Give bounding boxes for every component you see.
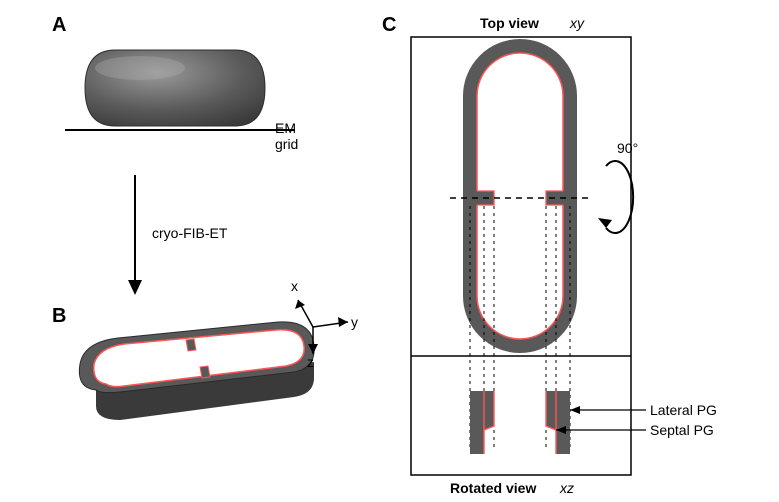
septal-pg-label: Septal PG <box>650 422 714 438</box>
rotated-view-label: Rotated view <box>450 480 536 496</box>
axis-x: x <box>291 278 298 294</box>
axis-z: z <box>307 354 314 370</box>
xz-label: xz <box>560 480 574 496</box>
panel-label-c: C <box>382 14 396 37</box>
top-view-label: Top view <box>480 15 539 31</box>
rotation-label: 90° <box>617 140 638 156</box>
grid-label: grid <box>275 136 298 152</box>
process-arrow <box>115 170 155 300</box>
arrow-text: cryo-FIB-ET <box>152 225 227 241</box>
em-label: EM <box>275 120 296 136</box>
axis-y: y <box>351 314 358 330</box>
lateral-pg-label: Lateral PG <box>650 402 717 418</box>
figure-root: A B C EM grid cryo-FIB-ET x y z Top view… <box>0 0 779 502</box>
panel-c-svg <box>410 36 670 476</box>
xy-label: xy <box>570 15 584 31</box>
